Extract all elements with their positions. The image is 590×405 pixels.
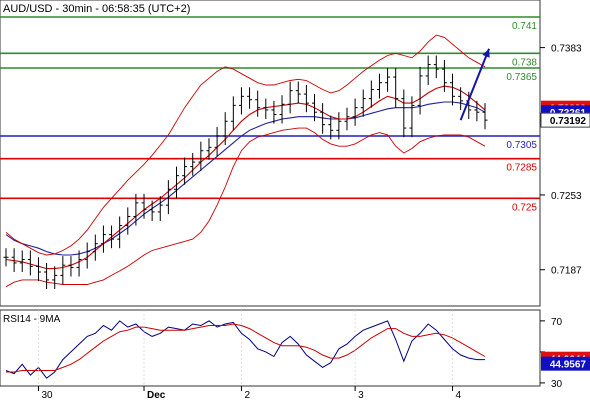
level-label-1: 0.738	[512, 57, 537, 68]
price-y-tick-label-3: 0.7187	[551, 266, 582, 277]
rsi-line	[5, 320, 485, 379]
price-y-tick-label-0: 0.7383	[551, 44, 582, 55]
indicator-overlays	[5, 34, 486, 288]
rsi-y-tick-label-2: 30	[551, 379, 563, 390]
x-tick-label-2: 2	[244, 390, 250, 400]
band-upper-line-2	[5, 34, 486, 256]
rsi-tags: 44.964444.9567	[541, 351, 590, 371]
level-label-5: 0.725	[512, 202, 537, 213]
rsi-tag-label-1: 44.9567	[550, 360, 587, 371]
support-resistance-levels: 0.741 0.738 0.7365 0.7305 0.7285 0.725	[0, 16, 540, 213]
price-tag-box-2	[540, 112, 590, 128]
price-y-tick-label-2: 0.7253	[551, 191, 582, 202]
price-tag-label-2: 0.73192	[550, 116, 587, 127]
moving-average-line-0	[5, 101, 486, 256]
x-axis: 30 Dec 2 3 4	[37, 310, 462, 401]
forecast-arrow	[459, 48, 490, 121]
price-candles	[3, 55, 488, 289]
level-label-3: 0.7305	[506, 140, 537, 151]
rsi-ma-line	[6, 323, 486, 373]
rsi-panel: 70 30 44.964444.9567 RSI14 - 9MA	[0, 309, 590, 390]
level-label-2: 0.7365	[506, 72, 537, 83]
forecast-arrow-shaft	[459, 48, 490, 121]
price-panel-title: AUD/USD - 30min - 06:58:35 (UTC+2)	[3, 3, 190, 15]
level-label-4: 0.7285	[506, 163, 537, 174]
x-tick-label-3: 3	[358, 390, 364, 400]
level-label-0: 0.741	[512, 21, 537, 32]
rsi-panel-title: RSI14 - 9MA	[3, 314, 61, 325]
x-tick-label-0: 30	[41, 390, 53, 400]
price-tags: 0.732990.732610.73192	[540, 100, 590, 128]
rsi-tag-box-1	[541, 356, 590, 371]
rsi-lines	[5, 320, 486, 379]
price-panel: 0.741 0.738 0.7365 0.7305 0.7285 0.725 0.7383…	[0, 0, 590, 307]
band-lower-line-3	[5, 127, 486, 288]
forecast-arrow-head	[482, 48, 490, 58]
x-tick-label-4: 4	[456, 390, 462, 400]
moving-average-line-1	[5, 85, 486, 270]
rsi-y-tick-label-0: 70	[551, 317, 563, 328]
x-tick-label-1: Dec	[147, 390, 166, 400]
